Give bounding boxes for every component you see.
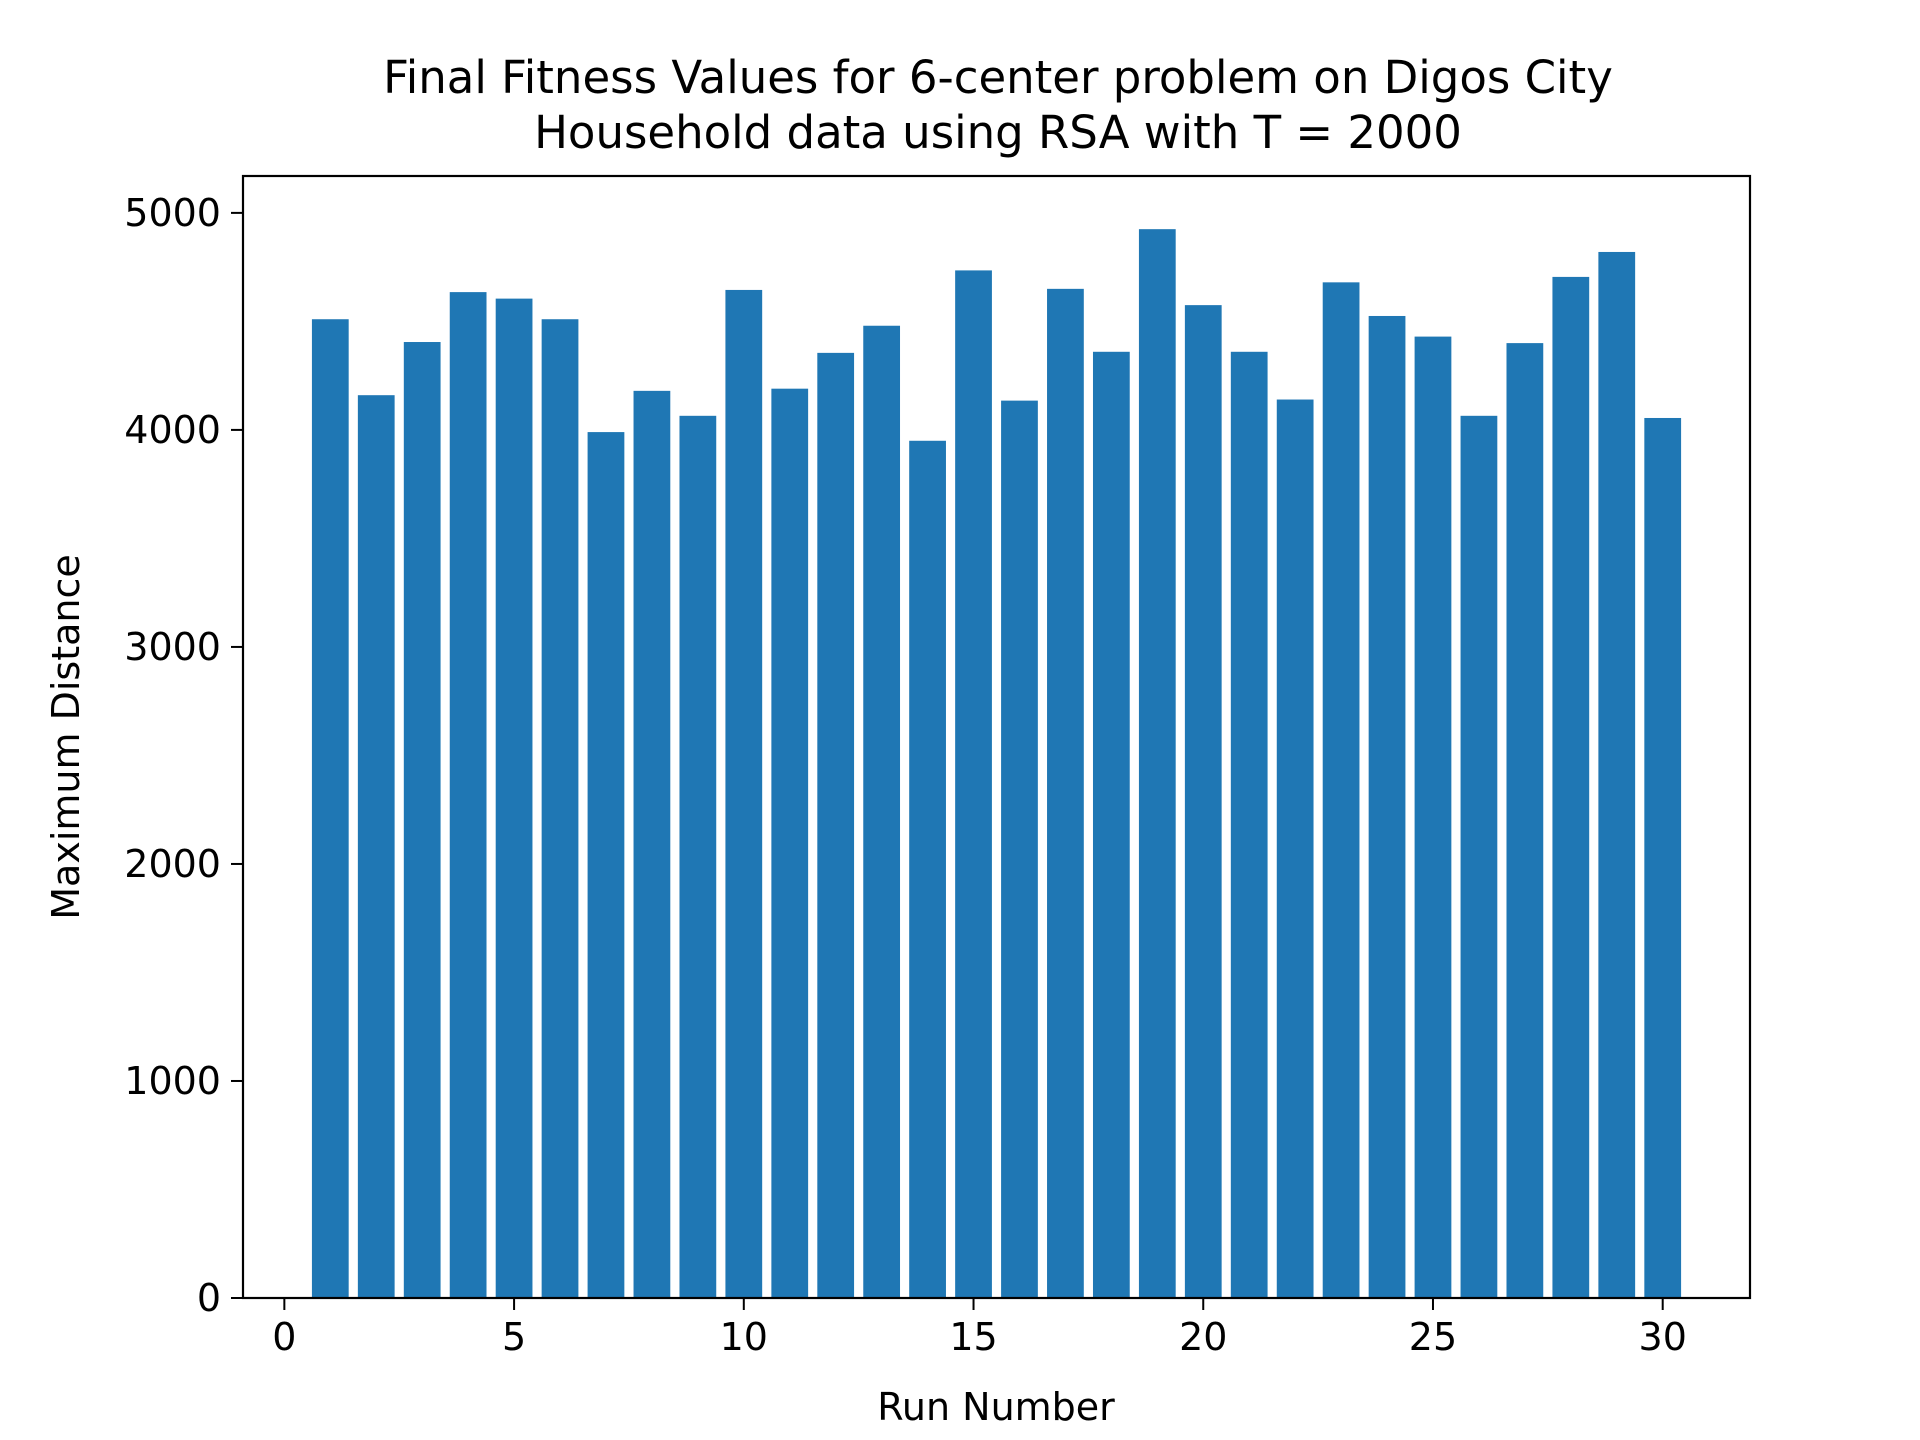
bar-run-14 [909,440,946,1298]
bar-run-11 [771,388,809,1298]
bar-run-12 [817,352,855,1298]
x-tick-label: 5 [502,1315,526,1359]
x-tick-label: 25 [1409,1315,1457,1359]
bars-group [311,229,1682,1299]
y-tick-label: 5000 [124,191,221,235]
y-tick-label: 1000 [124,1059,221,1103]
bar-run-29 [1598,251,1636,1299]
bar-run-5 [495,298,533,1298]
x-tick-label: 20 [1179,1315,1227,1359]
bar-run-13 [863,325,901,1298]
bar-run-7 [587,432,625,1299]
bar-run-23 [1322,282,1360,1299]
y-axis-label: Maximum Distance [44,554,88,919]
plot-frame [241,174,1752,1300]
bar-run-15 [955,270,992,1298]
bar-run-27 [1506,343,1544,1298]
bar-run-21 [1230,351,1268,1298]
bar-run-18 [1092,351,1130,1298]
bar-run-10 [725,289,763,1298]
y-tick-label: 3000 [124,625,221,669]
x-axis-label: Run Number [877,1385,1115,1429]
y-ticks-group: 0 1000 2000 3000 4000 5000 [124,191,243,1320]
y-tick-label: 2000 [124,842,221,886]
x-ticks-group: 0 5 10 15 20 25 30 [272,1298,1687,1359]
y-tick-label: 0 [197,1276,221,1320]
bar-run-6 [541,319,579,1299]
y-tick-label: 4000 [124,408,221,452]
bar-run-20 [1184,305,1222,1298]
bar-run-8 [633,390,671,1299]
bar-run-30 [1644,417,1682,1299]
chart-title-line-1: Final Fitness Values for 6-center proble… [383,51,1613,104]
bar-run-9 [679,415,717,1298]
bar-run-19 [1138,229,1176,1298]
x-tick-label: 10 [720,1315,768,1359]
x-tick-label: 0 [272,1315,296,1359]
bar-run-2 [357,395,395,1298]
bar-run-24 [1368,315,1406,1299]
x-tick-label: 15 [949,1315,997,1359]
bar-run-17 [1047,288,1084,1299]
bar-run-1 [311,319,349,1299]
bar-run-25 [1414,336,1452,1299]
bar-run-28 [1552,276,1590,1298]
x-tick-label: 30 [1639,1315,1687,1359]
bar-run-4 [449,292,487,1298]
bar-run-22 [1276,399,1314,1298]
bar-run-3 [403,342,441,1298]
chart-title-line-2: Household data using RSA with T = 2000 [534,106,1462,159]
bar-run-26 [1460,415,1498,1298]
bar-run-16 [1001,400,1038,1298]
